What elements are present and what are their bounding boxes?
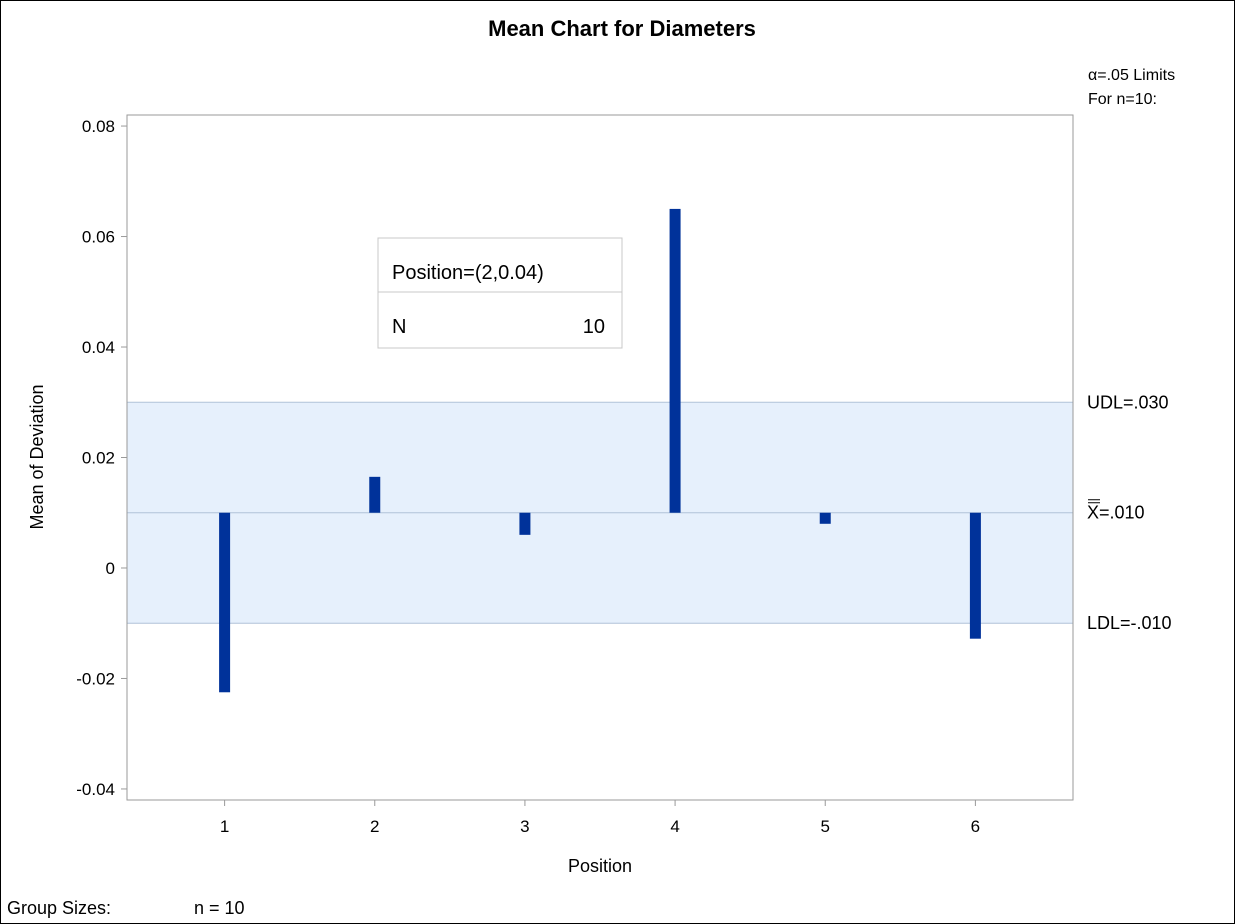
x-tick-label: 1: [220, 817, 229, 836]
y-axis-ticks: -0.04 -0.02 0 0.02 0.04 0.06 0.08: [76, 117, 127, 799]
x-axis-ticks: 1 2 3 4 5 6: [220, 800, 980, 836]
bar-position-1: [219, 513, 230, 693]
y-tick-label: -0.02: [76, 669, 115, 688]
udl-label: UDL=.030: [1087, 392, 1169, 412]
y-axis-label: Mean of Deviation: [27, 384, 47, 529]
limits-header-line1: α=.05 Limits: [1088, 67, 1175, 84]
center-line-label: X=.010: [1087, 503, 1145, 523]
inset-position-text: Position=(2,0.04): [392, 262, 544, 284]
x-tick-label: 6: [971, 817, 980, 836]
x-tick-label: 2: [370, 817, 379, 836]
bar-position-4: [670, 209, 681, 513]
inset-n-value: 10: [583, 316, 605, 338]
bar-position-3: [519, 513, 530, 535]
bar-position-5: [820, 513, 831, 524]
x-tick-label: 3: [520, 817, 529, 836]
x-tick-label: 4: [670, 817, 679, 836]
group-sizes-label: Group Sizes:: [7, 898, 111, 918]
y-tick-label: 0.08: [82, 117, 115, 136]
y-tick-label: 0.06: [82, 228, 115, 247]
x-tick-label: 5: [821, 817, 830, 836]
inset-n-label: N: [392, 316, 406, 338]
y-tick-label: 0.02: [82, 449, 115, 468]
chart-title: Mean Chart for Diameters: [488, 16, 756, 41]
limits-header-line2: For n=10:: [1088, 91, 1157, 108]
y-tick-label: -0.04: [76, 780, 115, 799]
group-sizes-value: n = 10: [194, 898, 245, 918]
y-tick-label: 0: [106, 559, 115, 578]
ldl-label: LDL=-.010: [1087, 613, 1172, 633]
bar-position-6: [970, 513, 981, 639]
x-axis-label: Position: [568, 856, 632, 876]
bar-position-2: [369, 477, 380, 513]
y-tick-label: 0.04: [82, 338, 115, 357]
inset-table: Position=(2,0.04) N 10: [378, 238, 622, 348]
